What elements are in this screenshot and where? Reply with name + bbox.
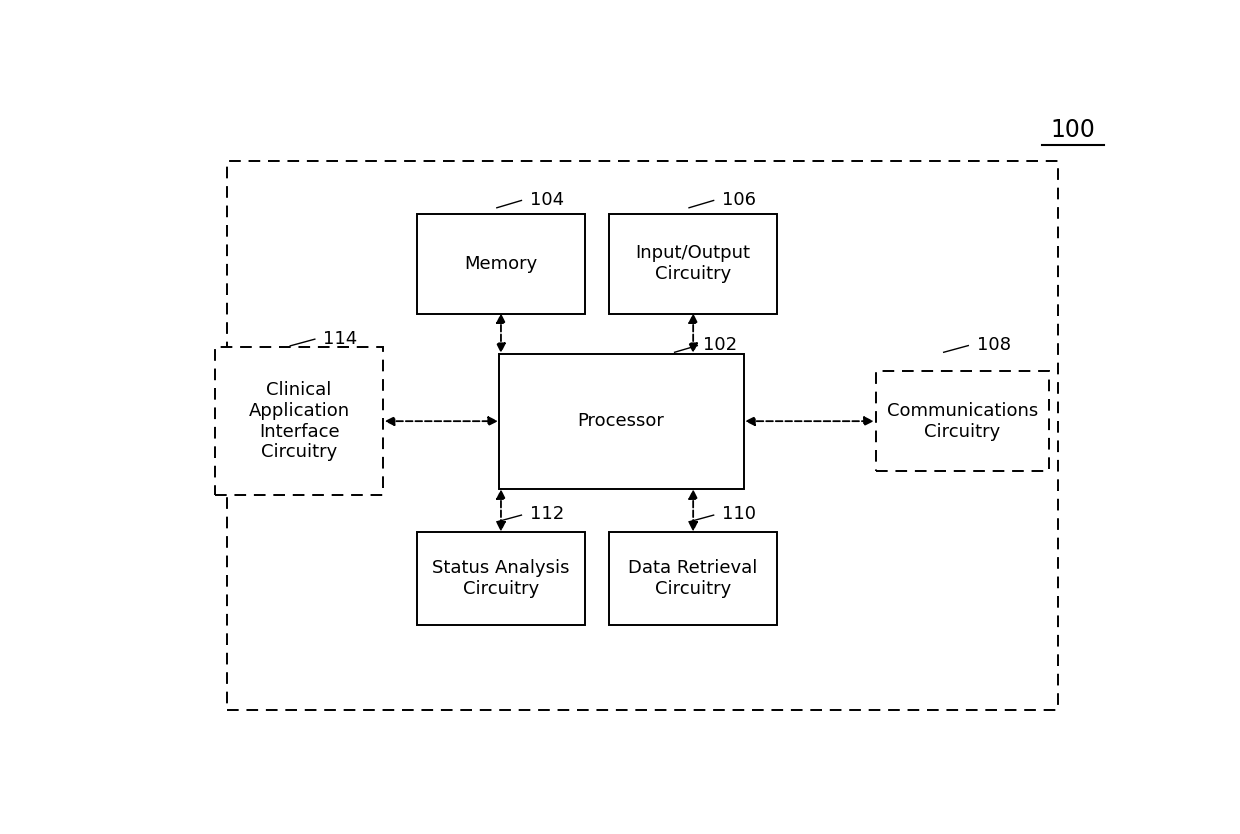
Bar (498, 354, 744, 489)
Text: Memory: Memory (464, 255, 538, 273)
Text: 106: 106 (722, 191, 756, 208)
Text: 108: 108 (977, 336, 1011, 354)
Text: 104: 104 (529, 191, 564, 208)
Text: 110: 110 (722, 505, 756, 523)
Text: 100: 100 (1050, 118, 1095, 142)
Text: Processor: Processor (578, 412, 665, 430)
Bar (609, 214, 777, 314)
Text: 112: 112 (529, 505, 564, 523)
Text: Input/Output
Circuitry: Input/Output Circuitry (636, 244, 750, 284)
Text: 102: 102 (703, 336, 737, 354)
Text: Status Analysis
Circuitry: Status Analysis Circuitry (433, 559, 569, 598)
Bar (609, 532, 777, 625)
Bar (417, 532, 585, 625)
Bar (215, 347, 383, 495)
Bar (417, 214, 585, 314)
Text: 114: 114 (324, 330, 357, 348)
Bar (875, 371, 1049, 471)
Text: Data Retrieval
Circuitry: Data Retrieval Circuitry (629, 559, 758, 598)
Text: Clinical
Application
Interface
Circuitry: Clinical Application Interface Circuitry (248, 381, 350, 461)
Bar (227, 161, 1058, 711)
Text: Communications
Circuitry: Communications Circuitry (887, 402, 1038, 440)
